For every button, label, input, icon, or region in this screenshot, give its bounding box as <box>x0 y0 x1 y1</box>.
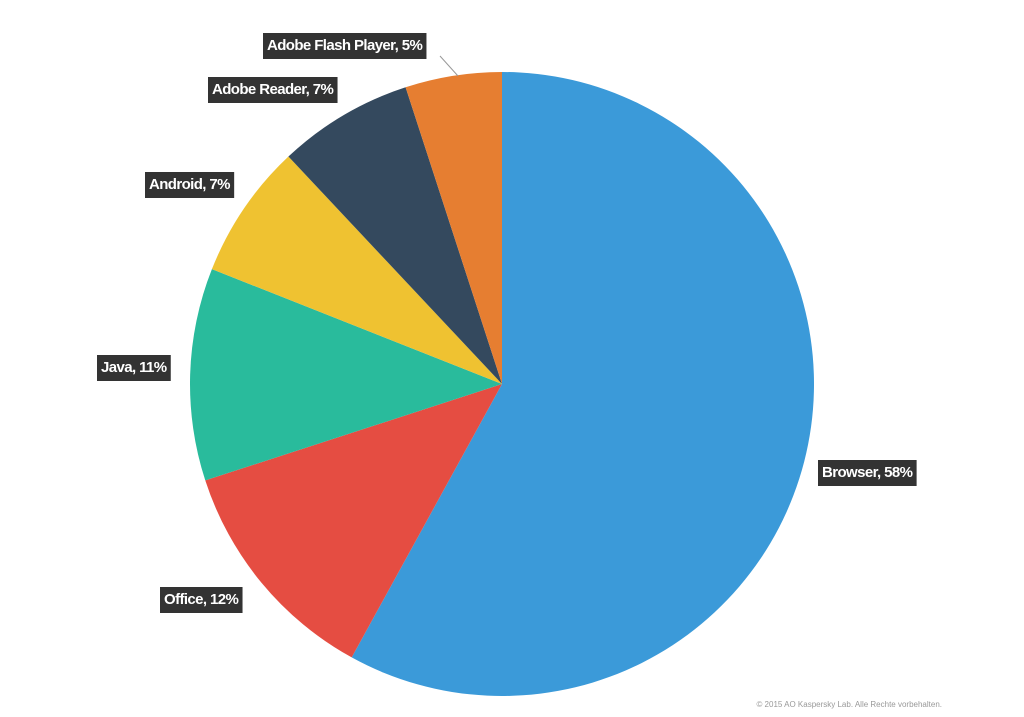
slice-label-box: Java, 11% <box>97 355 171 381</box>
slice-label-box: Adobe Flash Player, 5% <box>263 33 427 59</box>
label-background <box>263 33 427 59</box>
pie-slice <box>288 87 502 384</box>
label-background <box>818 460 917 486</box>
slice-label: Adobe Reader, 7% <box>212 81 334 98</box>
pie-slice <box>190 269 502 481</box>
pie-slice <box>405 72 502 384</box>
slice-label: Office, 12% <box>164 591 239 608</box>
label-background <box>97 355 171 381</box>
slice-label-box: Android, 7% <box>145 172 235 198</box>
slice-label: Browser, 58% <box>822 464 913 481</box>
label-background <box>208 77 338 103</box>
slice-label-box: Browser, 58% <box>818 460 917 486</box>
label-background <box>145 172 235 198</box>
label-background <box>160 587 243 613</box>
pie-slice <box>205 384 502 658</box>
slice-label: Adobe Flash Player, 5% <box>267 37 422 54</box>
slice-label-box: Adobe Reader, 7% <box>208 77 338 103</box>
slice-label-box: Office, 12% <box>160 587 243 613</box>
pie-slice <box>211 156 502 384</box>
pie-slice <box>351 72 814 696</box>
slice-label: Android, 7% <box>149 176 230 193</box>
leader-line <box>439 55 459 77</box>
slice-label: Java, 11% <box>101 359 167 376</box>
credit: © 2015 AO Kaspersky Lab. Alle Rechte vor… <box>756 700 942 709</box>
